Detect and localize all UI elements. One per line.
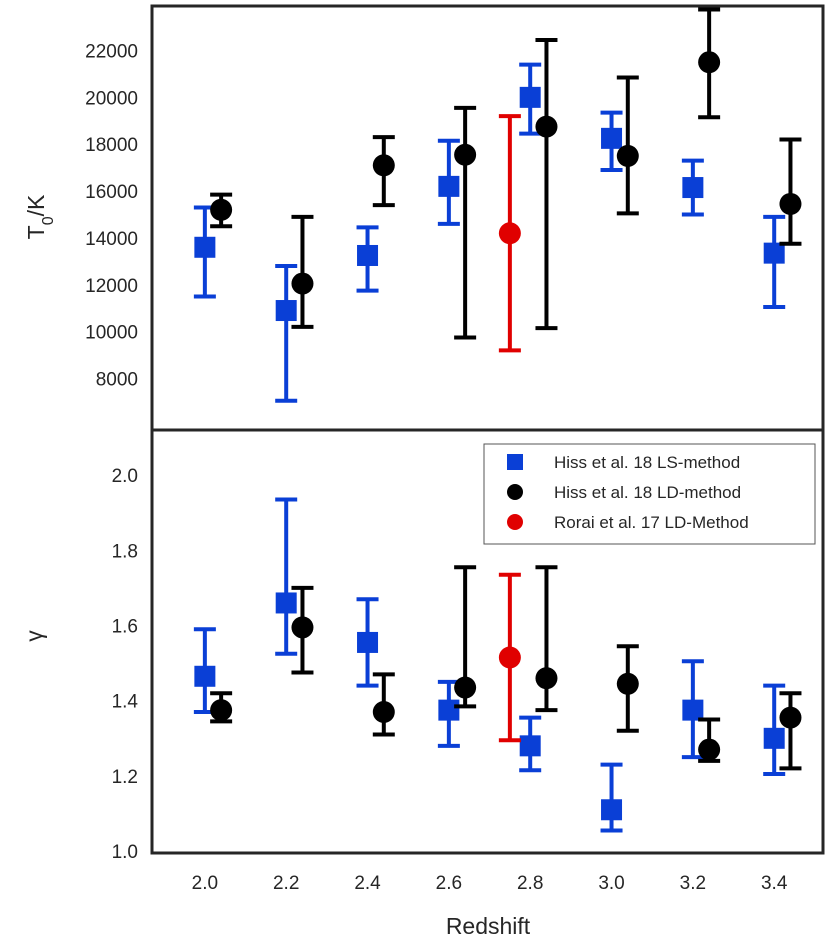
- y-tick-label: 12000: [85, 276, 138, 297]
- x-tick-label: 2.6: [436, 873, 462, 894]
- y-title-main: T: [23, 225, 49, 239]
- t0-panel: 8000 10000 12000 14000 16000 18000 20000 22000: [85, 4, 825, 432]
- data-point-circle: [535, 115, 558, 138]
- data-point-square: [438, 175, 460, 197]
- data-point-circle: [698, 738, 721, 761]
- data-point-square: [194, 665, 216, 687]
- y-tick-label: 2.0: [112, 466, 138, 487]
- data-point-square: [194, 236, 216, 258]
- y-tick-label: 22000: [85, 42, 138, 63]
- legend-label: Rorai et al. 17 LD-Method: [554, 513, 749, 532]
- legend-label: Hiss et al. 18 LD-method: [554, 483, 741, 502]
- data-point-circle: [498, 222, 521, 245]
- legend-marker-square: [507, 454, 523, 470]
- data-point-square: [438, 699, 460, 721]
- x-tick-label: 2.8: [517, 873, 543, 894]
- y-tick-label: 1.6: [112, 617, 138, 638]
- data-point-circle: [210, 198, 233, 221]
- data-point-square: [519, 735, 541, 757]
- y-tick-label: 10000: [85, 323, 138, 344]
- y-tick-label: 16000: [85, 182, 138, 203]
- legend-box: [483, 443, 816, 545]
- panel-frame: [150, 4, 825, 432]
- data-point-circle: [454, 143, 477, 166]
- legend-marker-circle: [507, 484, 523, 500]
- data-point-circle: [535, 667, 558, 690]
- x-tick-label: 3.2: [680, 873, 706, 894]
- y-tick-label: 18000: [85, 135, 138, 156]
- data-point-square: [275, 592, 297, 614]
- y-axis-title-gamma: γ: [21, 630, 47, 642]
- y-tick-label: 1.0: [112, 842, 138, 863]
- y-title-subscript: 0: [40, 216, 57, 225]
- data-point-circle: [616, 672, 639, 695]
- data-point-square: [519, 86, 541, 108]
- legend-marker-circle: [507, 514, 523, 530]
- y-title-unit: /K: [23, 194, 49, 216]
- data-point-circle: [616, 144, 639, 167]
- y-tick-label: 20000: [85, 88, 138, 109]
- x-tick-label: 3.0: [598, 873, 624, 894]
- data-point-circle: [698, 51, 721, 74]
- data-point-circle: [779, 192, 802, 215]
- panel-frame: [150, 428, 825, 855]
- data-point-circle: [291, 272, 314, 295]
- x-tick-label: 2.2: [273, 873, 299, 894]
- data-point-square: [763, 242, 785, 264]
- data-point-square: [682, 177, 704, 199]
- data-point-square: [601, 127, 623, 149]
- data-point-circle: [454, 676, 477, 699]
- data-point-square: [682, 699, 704, 721]
- x-tick-label: 3.4: [761, 873, 788, 894]
- data-point-square: [601, 799, 623, 821]
- x-tick-label: 2.4: [354, 873, 381, 894]
- x-axis-title: Redshift: [446, 913, 531, 939]
- y-tick-label: 8000: [96, 369, 138, 390]
- data-point-circle: [210, 699, 233, 722]
- x-tick-label: 2.0: [192, 873, 218, 894]
- data-point-circle: [498, 646, 521, 669]
- y-tick-label: 1.4: [112, 692, 139, 713]
- y-axis-title-t0: T0/K: [23, 194, 57, 239]
- data-point-circle: [779, 706, 802, 729]
- data-point-square: [357, 244, 379, 266]
- x-axis: 2.0 2.2 2.4 2.6 2.8 3.0 3.2 3.4: [192, 873, 788, 894]
- data-point-square: [275, 300, 297, 322]
- gamma-panel: 1.0 1.2 1.4 1.6 1.8 2.0: [112, 428, 825, 863]
- y-tick-label: 1.2: [112, 767, 138, 788]
- y-tick-label: 14000: [85, 229, 138, 250]
- data-point-square: [357, 631, 379, 653]
- data-point-circle: [291, 616, 314, 639]
- data-point-circle: [372, 154, 395, 177]
- data-point-square: [763, 727, 785, 749]
- data-point-circle: [372, 701, 395, 723]
- legend-label: Hiss et al. 18 LS-method: [554, 453, 740, 472]
- y-tick-label: 1.8: [112, 541, 138, 562]
- legend: Hiss et al. 18 LS-method Hiss et al. 18 L…: [483, 443, 816, 545]
